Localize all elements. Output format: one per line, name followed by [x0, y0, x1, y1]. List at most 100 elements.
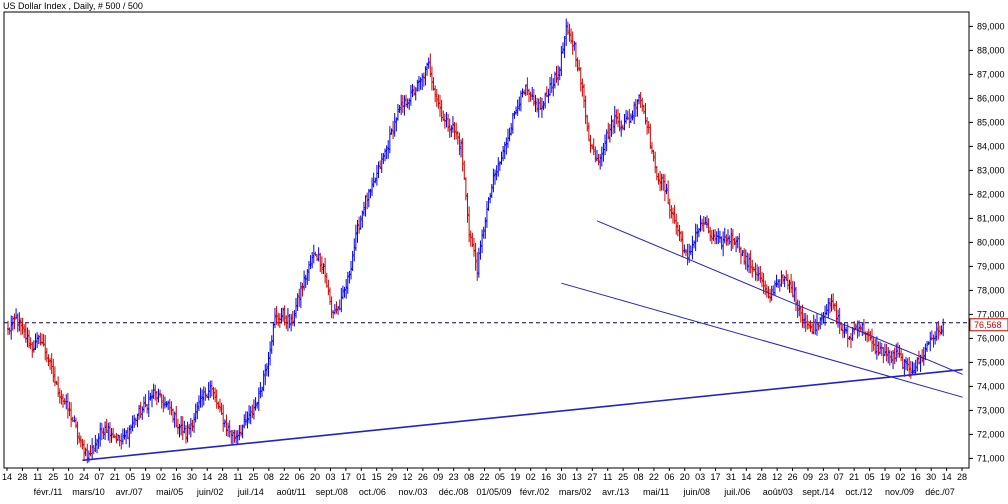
x-day-label: 02 — [895, 472, 905, 482]
ohlc-bar — [591, 143, 594, 150]
ohlc-bar — [848, 336, 851, 341]
ohlc-bar — [346, 271, 349, 294]
trendline[interactable] — [561, 282, 963, 398]
ohlc-bar — [754, 262, 757, 281]
ohlc-bar — [58, 388, 61, 404]
ohlc-bar — [605, 129, 608, 152]
x-day-label: 15 — [372, 472, 382, 482]
y-tick-label: 88,000 — [977, 45, 1005, 55]
ohlc-bar — [264, 364, 267, 386]
ohlc-bar — [649, 123, 652, 149]
ohlc-bar — [364, 195, 367, 217]
ohlc-bar — [76, 421, 79, 445]
y-tick-label: 76,000 — [977, 333, 1005, 343]
ohlc-bar — [675, 213, 678, 235]
ohlc-bar — [262, 370, 265, 392]
ohlc-bar — [353, 238, 356, 262]
ohlc-bar — [615, 109, 618, 125]
ohlc-bar — [788, 279, 791, 293]
y-tick-label: 87,000 — [977, 69, 1005, 79]
ohlc-bar — [684, 248, 687, 257]
ohlc-bar — [718, 230, 721, 243]
ohlc-bar — [448, 118, 451, 138]
ohlc-bar — [594, 146, 597, 163]
ohlc-bar — [760, 271, 763, 288]
y-tick-label: 82,000 — [977, 189, 1005, 199]
x-day-label: 19 — [880, 472, 890, 482]
x-day-label: 16 — [911, 472, 921, 482]
ohlc-bar — [401, 94, 404, 113]
x-day-label: 11 — [233, 472, 242, 482]
ohlc-bar — [929, 331, 932, 352]
plot-group — [4, 18, 969, 464]
ohlc-bar — [351, 250, 354, 271]
ohlc-bar — [843, 323, 846, 338]
trendline[interactable] — [82, 368, 963, 462]
ohlc-bar — [476, 252, 479, 281]
ohlc-bar — [369, 188, 372, 199]
x-day-label: 14 — [942, 472, 952, 482]
ohlc-bar — [26, 327, 29, 348]
ohlc-bar — [874, 338, 877, 355]
ohlc-bar — [419, 77, 422, 90]
x-day-label: 31 — [726, 472, 736, 482]
ohlc-bar — [474, 242, 477, 271]
x-month-label: avr./13 — [602, 487, 629, 497]
ohlc-bar — [257, 387, 260, 412]
ohlc-bar — [218, 398, 221, 413]
ohlc-bar — [576, 57, 579, 72]
ohlc-bar — [108, 422, 111, 444]
ohlc-bar — [215, 389, 218, 409]
ohlc-bar — [798, 300, 801, 317]
ohlc-bar — [343, 286, 346, 298]
ohlc-bar — [301, 282, 304, 297]
ohlc-bar — [671, 207, 674, 224]
ohlc-bar — [898, 344, 901, 358]
ohlc-bar — [121, 428, 124, 445]
x-day-label: 05 — [495, 472, 505, 482]
ohlc-bar — [759, 265, 762, 283]
ohlc-bar — [790, 274, 793, 293]
ohlc-bar — [636, 99, 639, 117]
ohlc-bar — [600, 146, 603, 167]
ohlc-bar — [173, 411, 176, 428]
ohlc-bar — [273, 307, 276, 329]
x-day-label: 02 — [526, 472, 536, 482]
ohlc-bar — [390, 128, 393, 135]
ohlc-bar — [464, 177, 467, 201]
ohlc-bar — [924, 343, 927, 361]
x-day-label: 26 — [418, 472, 428, 482]
ohlc-bar — [322, 263, 325, 274]
ohlc-bar — [553, 71, 556, 89]
ohlc-bar — [775, 274, 778, 288]
ohlc-bar — [616, 108, 619, 128]
ohlc-bar — [388, 126, 391, 154]
ohlc-bar — [426, 62, 429, 76]
ohlc-bar — [155, 391, 158, 406]
ohlc-bar — [722, 231, 725, 257]
ohlc-bar — [626, 110, 629, 121]
ohlc-bar — [163, 396, 166, 409]
trendline[interactable] — [596, 220, 963, 375]
ohlc-bar — [652, 149, 655, 162]
y-tick-label: 86,000 — [977, 93, 1005, 103]
ohlc-bar — [157, 388, 160, 403]
x-month-label: avr./07 — [116, 487, 143, 497]
ohlc-bar — [333, 304, 336, 315]
ohlc-bar — [938, 325, 941, 336]
ohlc-bar — [830, 294, 833, 312]
ohlc-bar — [893, 347, 896, 365]
x-day-label: 23 — [818, 472, 828, 482]
ohlc-bar — [940, 325, 943, 335]
ohlc-bar — [429, 53, 432, 78]
ohlc-bar — [356, 219, 359, 243]
ohlc-bar — [409, 84, 412, 106]
ohlc-bar — [715, 231, 718, 245]
ohlc-bar — [739, 246, 742, 265]
ohlc-bar — [270, 335, 273, 354]
ohlc-bar — [416, 79, 419, 92]
ohlc-bar — [926, 340, 929, 352]
ohlc-bar — [341, 285, 344, 300]
ohlc-bar — [625, 109, 628, 124]
